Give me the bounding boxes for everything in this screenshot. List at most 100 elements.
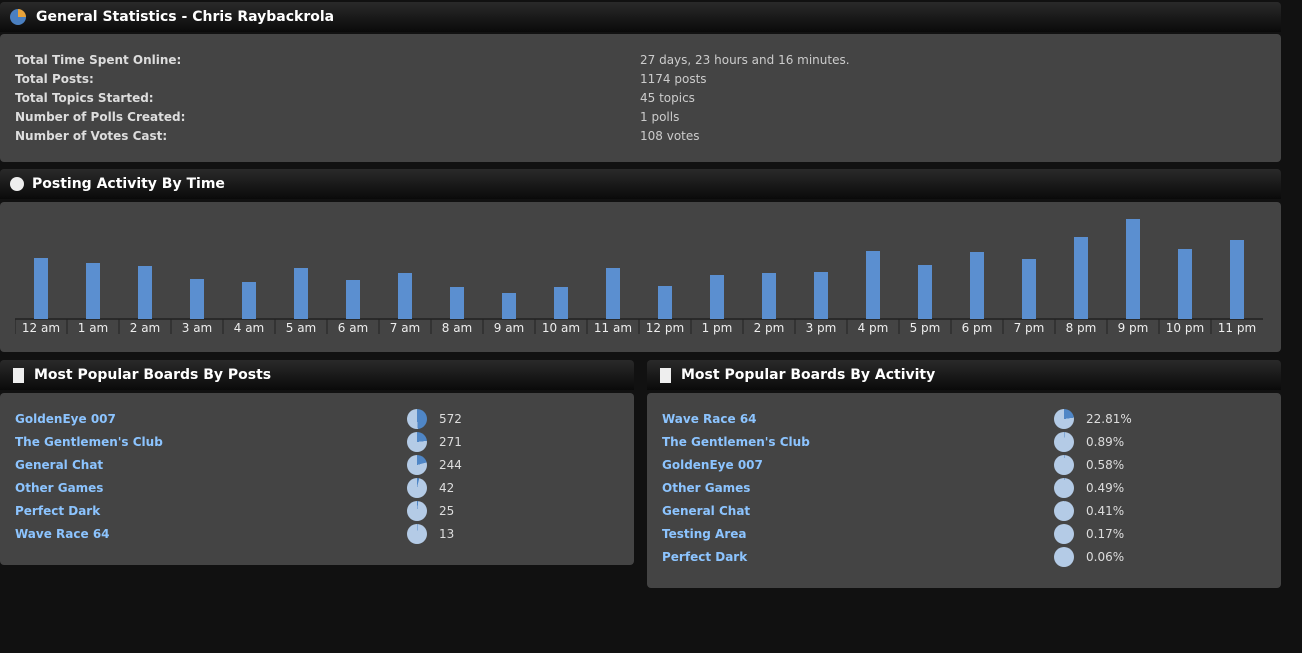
board-link[interactable]: GoldenEye 007 <box>662 457 763 472</box>
x-tick-label: 2 pm <box>754 321 785 335</box>
x-tick-label: 7 am <box>390 321 421 335</box>
board-link[interactable]: Other Games <box>662 480 751 495</box>
bar-8-pm <box>1074 237 1088 319</box>
pie-icon <box>407 500 427 521</box>
board-link[interactable]: Wave Race 64 <box>15 526 110 541</box>
x-tick-label: 7 pm <box>1014 321 1045 335</box>
pie-icon <box>1054 477 1074 498</box>
x-tick-label: 3 pm <box>806 321 837 335</box>
board-link[interactable]: General Chat <box>15 457 104 472</box>
activity-boards-header: Most Popular Boards By Activity <box>647 360 1281 390</box>
stat-value: 108 votes <box>640 128 700 143</box>
x-tick-label: 4 am <box>234 321 265 335</box>
board-row: Other Games 42 <box>15 476 619 499</box>
board-link[interactable]: Perfect Dark <box>662 549 748 564</box>
general-stats-panel: Total Time Spent Online: 27 days, 23 hour… <box>0 34 1281 162</box>
bar-6-pm <box>970 252 984 319</box>
stat-value: 27 days, 23 hours and 16 minutes. <box>640 52 850 67</box>
board-row: Wave Race 64 22.81% <box>662 407 1266 430</box>
activity-header: Posting Activity By Time <box>0 169 1281 199</box>
x-tick-label: 5 pm <box>910 321 941 335</box>
board-value: 0.41% <box>1086 503 1125 518</box>
pie-icon <box>407 477 427 498</box>
stat-value: 1 polls <box>640 109 680 124</box>
board-row: General Chat 0.41% <box>662 499 1266 522</box>
bar-6-am <box>346 280 360 319</box>
bar-7-am <box>398 273 412 319</box>
board-row: Perfect Dark 25 <box>15 499 619 522</box>
document-icon <box>660 367 671 383</box>
x-tick-label: 1 pm <box>702 321 733 335</box>
stat-row: Number of Polls Created: 1 polls <box>15 107 1281 126</box>
board-value: 0.17% <box>1086 526 1125 541</box>
board-row: GoldenEye 007 0.58% <box>662 453 1266 476</box>
bar-9-am <box>502 293 516 319</box>
pie-icon <box>1054 431 1074 452</box>
board-value: 572 <box>439 411 462 426</box>
board-link[interactable]: Perfect Dark <box>15 503 101 518</box>
board-row: Wave Race 64 13 <box>15 522 619 545</box>
posting-activity-chart: 12 am 1 am 2 am 3 am 4 am 5 am 6 am 7 am 8 am 9 a… <box>15 219 1263 335</box>
x-tick-label: 10 am <box>542 321 580 335</box>
board-link[interactable]: General Chat <box>662 503 751 518</box>
board-value: 0.49% <box>1086 480 1125 495</box>
bar-1-am <box>86 263 100 319</box>
bar-5-am <box>294 268 308 319</box>
board-value: 271 <box>439 434 462 449</box>
pie-icon <box>1054 408 1074 429</box>
x-tick-label: 8 am <box>442 321 473 335</box>
x-tick-label: 9 am <box>494 321 525 335</box>
general-stats-header: General Statistics - Chris Raybackrola <box>0 2 1281 32</box>
bar-3-pm <box>814 272 828 319</box>
board-link[interactable]: The Gentlemen's Club <box>662 434 810 449</box>
board-value: 13 <box>439 526 455 541</box>
pie-icon <box>407 431 427 452</box>
clock-icon <box>10 177 24 191</box>
x-tick-label: 2 am <box>130 321 161 335</box>
bar-12-pm <box>658 286 672 319</box>
bar-5-pm <box>918 265 932 319</box>
bar-11-pm <box>1230 240 1244 319</box>
board-link[interactable]: Other Games <box>15 480 104 495</box>
board-value: 42 <box>439 480 455 495</box>
bar-3-am <box>190 279 204 319</box>
pie-chart-icon <box>10 9 26 25</box>
x-tick-label: 10 pm <box>1166 321 1204 335</box>
stat-value: 45 topics <box>640 90 695 105</box>
document-icon <box>13 367 24 383</box>
board-value: 25 <box>439 503 455 518</box>
bar-4-pm <box>866 251 880 319</box>
board-link[interactable]: The Gentlemen's Club <box>15 434 163 449</box>
bar-11-am <box>606 268 620 319</box>
x-tick-label: 11 pm <box>1218 321 1256 335</box>
stat-row: Total Posts: 1174 posts <box>15 69 1281 88</box>
x-tick-label: 12 am <box>22 321 60 335</box>
x-tick-label: 9 pm <box>1118 321 1149 335</box>
board-value: 22.81% <box>1086 411 1132 426</box>
posts-title: Most Popular Boards By Posts <box>34 367 272 383</box>
stat-row: Total Topics Started: 45 topics <box>15 88 1281 107</box>
x-tick-label: 5 am <box>286 321 317 335</box>
board-link[interactable]: Testing Area <box>662 526 747 541</box>
board-row: The Gentlemen's Club 0.89% <box>662 430 1266 453</box>
x-tick-label: 12 pm <box>646 321 684 335</box>
general-stats-title: General Statistics - Chris Raybackrola <box>36 9 335 25</box>
activity-boards-panel: Wave Race 64 22.81% The Gentlemen's Club 0.… <box>647 393 1281 588</box>
pie-icon <box>407 454 427 475</box>
stat-row: Number of Votes Cast: 108 votes <box>15 126 1281 145</box>
board-row: Other Games 0.49% <box>662 476 1266 499</box>
bar-9-pm <box>1126 219 1140 319</box>
board-row: Testing Area 0.17% <box>662 522 1266 545</box>
x-tick-label: 1 am <box>78 321 109 335</box>
stat-value: 1174 posts <box>640 71 707 86</box>
board-row: The Gentlemen's Club 271 <box>15 430 619 453</box>
x-tick-label: 6 pm <box>962 321 993 335</box>
x-tick-label: 8 pm <box>1066 321 1097 335</box>
board-link[interactable]: Wave Race 64 <box>662 411 757 426</box>
stat-label: Total Topics Started: <box>15 90 154 105</box>
board-value: 0.89% <box>1086 434 1125 449</box>
pie-icon <box>407 523 427 544</box>
bar-1-pm <box>710 275 724 319</box>
board-link[interactable]: GoldenEye 007 <box>15 411 116 426</box>
stat-label: Number of Votes Cast: <box>15 128 168 143</box>
